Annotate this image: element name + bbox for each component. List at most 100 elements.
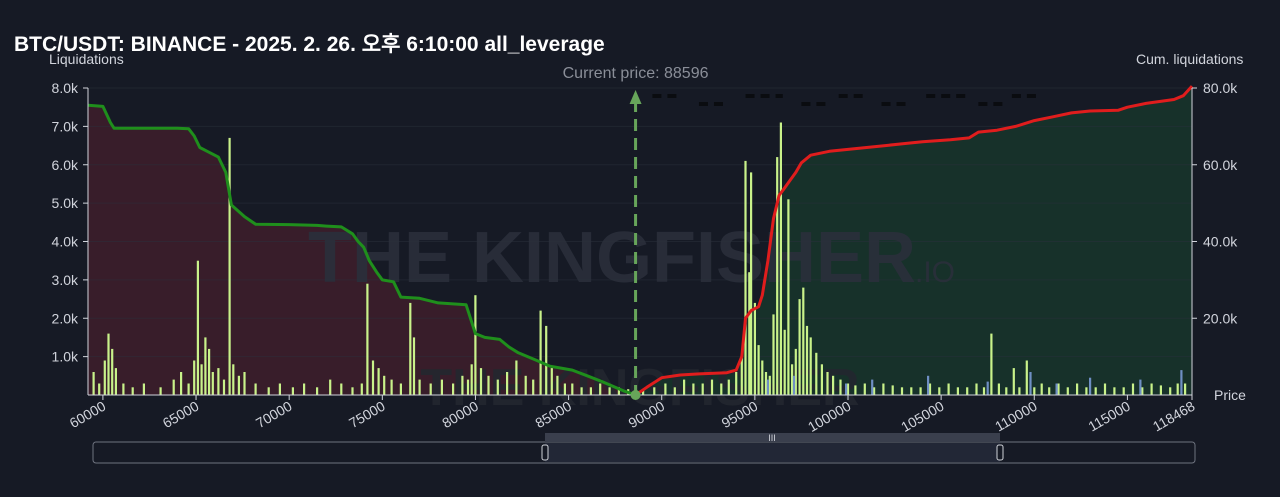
liquidation-bar bbox=[846, 383, 850, 395]
liquidation-bar bbox=[452, 383, 455, 395]
liquidation-bar bbox=[563, 383, 566, 395]
liquidation-bar bbox=[589, 387, 592, 395]
x-tick-label: 118468 bbox=[1150, 398, 1198, 435]
liquidation-bar bbox=[1066, 387, 1069, 395]
liquidation-bar bbox=[466, 379, 470, 395]
liquidation-bar bbox=[779, 122, 782, 395]
liquidation-bar bbox=[701, 383, 704, 395]
slider-handle-right[interactable] bbox=[996, 444, 1004, 461]
slider-handle-left[interactable] bbox=[541, 444, 549, 461]
liquidation-bar bbox=[366, 283, 369, 395]
liquidation-bar bbox=[1103, 383, 1107, 395]
liquidation-bar bbox=[409, 302, 412, 395]
liquidation-bar bbox=[211, 372, 214, 395]
liquidation-bar bbox=[172, 379, 175, 395]
x-tick-label: 60000 bbox=[67, 398, 109, 431]
liquidation-bar bbox=[222, 379, 226, 395]
liquidation-bar bbox=[196, 260, 199, 395]
liquidation-bar bbox=[107, 333, 110, 395]
liquidation-bar bbox=[664, 383, 667, 395]
liquidation-bar bbox=[1113, 387, 1116, 395]
long-cum-line bbox=[634, 85, 1194, 397]
liquidation-bar bbox=[360, 383, 363, 395]
liquidation-bar bbox=[832, 375, 835, 395]
liquidation-bar bbox=[938, 387, 941, 395]
slider-grip-icon[interactable]: III bbox=[768, 433, 776, 443]
watermark-brand-reflection: THE KINGFISHER bbox=[420, 359, 859, 417]
liquidation-bar bbox=[571, 383, 574, 395]
liquidation-bar bbox=[556, 375, 559, 395]
liquidation-bar bbox=[278, 383, 281, 395]
liquidation-bar bbox=[111, 348, 114, 395]
watermark-brand: THE KINGFISHER bbox=[308, 218, 916, 298]
liquidation-bar bbox=[783, 329, 786, 395]
liquidation-bar bbox=[1085, 387, 1088, 395]
x-tick-label: 65000 bbox=[160, 398, 202, 431]
liquidation-bar-blue bbox=[871, 379, 874, 395]
liquidation-bar bbox=[237, 375, 240, 395]
liquidation-bar bbox=[122, 383, 125, 395]
liquidation-bar bbox=[532, 379, 535, 395]
liquidation-bar bbox=[180, 372, 183, 395]
y-right-tick-label: 40.0k bbox=[1203, 234, 1238, 250]
liquidation-bar bbox=[761, 360, 764, 395]
liquidation-bar bbox=[966, 387, 969, 395]
liquidation-bar bbox=[839, 379, 842, 395]
liquidation-bar bbox=[673, 387, 676, 395]
liquidation-bar bbox=[928, 383, 932, 395]
liquidation-bar bbox=[740, 356, 743, 395]
liquidation-bar bbox=[1076, 383, 1079, 395]
liquidation-bar bbox=[982, 387, 986, 395]
y-left-tick-label: 7.0k bbox=[52, 118, 79, 134]
liquidation-bar bbox=[412, 337, 416, 395]
slider-window[interactable] bbox=[545, 443, 1000, 462]
liquidation-bar bbox=[1005, 387, 1008, 395]
liquidation-bar bbox=[92, 372, 95, 395]
y-left-tick-label: 1.0k bbox=[52, 349, 79, 365]
liquidation-bar-blue bbox=[1089, 377, 1092, 395]
liquidation-bar bbox=[550, 368, 553, 395]
liquidation-bar bbox=[1131, 383, 1135, 395]
x-axis-title: Price bbox=[1214, 387, 1246, 403]
y-left-tick-label: 8.0k bbox=[52, 80, 79, 96]
liquidation-bar bbox=[539, 310, 542, 395]
liquidation-bar-blue bbox=[766, 379, 769, 395]
liquidation-bar bbox=[440, 379, 443, 395]
liquidation-bar bbox=[390, 379, 393, 395]
y-left-tick-label: 3.0k bbox=[52, 272, 79, 288]
liquidation-bar bbox=[815, 352, 818, 395]
liquidation-bar bbox=[142, 383, 145, 395]
liquidation-bar bbox=[791, 364, 794, 395]
liquidation-bar bbox=[776, 157, 779, 395]
liquidation-bar bbox=[798, 299, 801, 395]
liquidation-bar bbox=[1169, 387, 1172, 395]
liquidation-bar bbox=[1040, 383, 1043, 395]
liquidation-bar bbox=[193, 360, 196, 395]
liquidation-bar bbox=[131, 387, 134, 395]
x-tick-label: 70000 bbox=[253, 398, 295, 431]
liquidation-bar bbox=[854, 385, 857, 395]
liquidation-bar bbox=[1012, 368, 1015, 395]
current-price-arrow-icon bbox=[629, 90, 642, 104]
liquidation-bar bbox=[267, 387, 270, 395]
liquidation-bar-blue bbox=[1180, 370, 1183, 395]
liquidation-bar bbox=[461, 375, 464, 395]
liquidation-bar bbox=[1176, 383, 1179, 395]
short-cum-area bbox=[88, 105, 636, 396]
liquidation-bar bbox=[204, 337, 207, 395]
liquidation-bar-blue bbox=[792, 375, 796, 395]
liquidation-bar bbox=[329, 379, 332, 395]
liquidation-bar bbox=[1150, 383, 1153, 395]
liquidation-bar bbox=[653, 387, 656, 395]
current-price-marker: Current price: 88596 bbox=[563, 65, 709, 400]
liquidation-bar bbox=[997, 383, 1000, 395]
watermark-suffix: .IO bbox=[915, 256, 955, 289]
liquidation-bar bbox=[496, 379, 499, 395]
slider-window-top[interactable] bbox=[545, 433, 1000, 442]
liquidation-bar bbox=[975, 383, 978, 395]
liquidation-bar bbox=[383, 375, 386, 395]
liquidation-bar bbox=[506, 372, 509, 395]
liquidation-bar bbox=[1057, 383, 1060, 395]
x-tick-label: 105000 bbox=[898, 398, 947, 435]
